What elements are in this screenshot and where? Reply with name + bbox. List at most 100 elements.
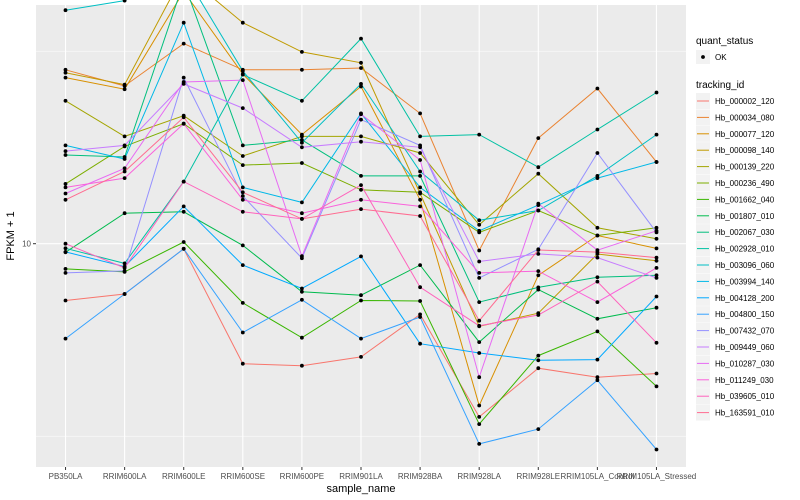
x-tick-label: RRIM928LA [457, 472, 501, 481]
data-point-Hb_039605_010-RRIM928BA [418, 285, 422, 290]
data-point-Hb_003994_140-RRIM600PE [300, 200, 304, 205]
data-point-Hb_003096_060-PB350LA [63, 8, 68, 13]
data-point-Hb_004800_150-RRIM600PE [300, 297, 304, 302]
data-point-Hb_003994_140-RRIM600SE [240, 185, 245, 190]
data-point-Hb_003096_060-RRIM901LA [359, 82, 363, 86]
legend-label-Hb_039605_010: Hb_039605_010 [715, 392, 775, 401]
data-point-Hb_000034_080-RRIM600LE [181, 41, 186, 46]
data-point-Hb_004128_200-RRIM901LA [359, 254, 363, 259]
data-point-Hb_000098_140-RRIM600PE [300, 50, 304, 54]
data-point-Hb_011249_030-RRIM105LA_Control [595, 300, 600, 304]
x-tick-label: RRIM600SE [221, 472, 265, 481]
data-point-Hb_000098_140-PB350LA [63, 70, 68, 75]
data-point-Hb_009449_060-RRIM600LA [122, 143, 127, 148]
legend-label-Hb_003096_060: Hb_003096_060 [715, 261, 775, 270]
points-layer [63, 0, 659, 452]
legend-label-Hb_000002_120: Hb_000002_120 [715, 97, 775, 106]
data-point-Hb_002067_030-PB350LA [63, 153, 68, 157]
data-point-Hb_163591_010-RRIM600PE [300, 217, 304, 221]
data-point-Hb_009449_060-RRIM600PE [300, 145, 304, 150]
data-point-Hb_000139_220-PB350LA [63, 98, 68, 103]
x-tick-label: RRIM901LA [339, 472, 383, 481]
data-point-Hb_001807_010-RRIM600SE [240, 243, 245, 248]
data-point-Hb_009449_060-RRIM600SE [240, 106, 245, 110]
data-point-Hb_002067_030-RRIM928BA [418, 174, 422, 178]
data-point-Hb_004128_200-RRIM928LA [477, 351, 482, 355]
legend-label-Hb_001807_010: Hb_001807_010 [715, 212, 775, 221]
data-point-Hb_000139_220-RRIM600PE [300, 134, 304, 139]
data-point-Hb_007432_070-RRIM600LE [181, 75, 186, 80]
data-point-Hb_002928_010-RRIM928BA [418, 134, 422, 139]
data-point-Hb_039605_010-RRIM901LA [359, 183, 363, 188]
data-point-Hb_004800_150-RRIM928BA [418, 315, 422, 319]
data-point-Hb_000002_120-RRIM600SE [240, 361, 245, 366]
data-point-Hb_004128_200-RRIM600SE [240, 263, 245, 267]
data-point-Hb_000002_120-RRIM928LA [477, 415, 482, 419]
x-tick-label: RRIM105LA_Stressed [617, 472, 697, 481]
legend-label-Hb_007432_070: Hb_007432_070 [715, 327, 775, 336]
data-point-Hb_000098_140-RRIM600LA [122, 82, 127, 87]
data-point-Hb_003096_060-RRIM600LA [122, 0, 127, 3]
data-point-Hb_003994_140-RRIM600LE [181, 20, 186, 25]
data-point-Hb_004128_200-RRIM600LE [181, 204, 186, 209]
data-point-Hb_003096_060-RRIM105LA_Stressed [654, 132, 659, 137]
data-point-Hb_011249_030-RRIM600LA [122, 176, 127, 181]
data-point-Hb_001662_040-RRIM928LA [477, 422, 482, 426]
data-point-Hb_011249_030-RRIM928LA [477, 271, 482, 275]
data-point-Hb_011249_030-RRIM928BA [418, 204, 422, 209]
data-point-Hb_000002_120-RRIM901LA [359, 355, 363, 359]
legend-label-Hb_000236_490: Hb_000236_490 [715, 179, 775, 188]
data-point-Hb_002928_010-RRIM901LA [359, 36, 363, 41]
legend-label-Hb_000034_080: Hb_000034_080 [715, 113, 775, 122]
data-point-Hb_000098_140-RRIM600SE [240, 20, 245, 25]
data-point-Hb_163591_010-RRIM600LA [122, 169, 127, 174]
data-point-Hb_007432_070-RRIM600LA [122, 269, 127, 273]
data-point-Hb_011249_030-RRIM600PE [300, 211, 304, 216]
data-point-Hb_000077_120-RRIM901LA [359, 84, 363, 89]
data-point-Hb_009449_060-RRIM928LE [536, 252, 541, 256]
data-point-Hb_004800_150-RRIM600SE [240, 330, 245, 335]
data-point-Hb_004800_150-RRIM928LA [477, 442, 482, 446]
legend-label-Hb_004800_150: Hb_004800_150 [715, 310, 775, 319]
data-point-Hb_002067_030-RRIM901LA [359, 174, 363, 178]
data-point-Hb_000236_490-RRIM600PE [300, 161, 304, 165]
data-point-Hb_001662_040-RRIM600PE [300, 335, 304, 340]
data-point-Hb_007432_070-PB350LA [63, 271, 68, 275]
data-point-Hb_000098_140-RRIM105LA_Stressed [654, 258, 659, 263]
data-point-Hb_002067_030-RRIM600SE [240, 143, 245, 148]
data-point-Hb_000077_120-RRIM928LE [536, 273, 541, 278]
data-point-Hb_000236_490-PB350LA [63, 182, 68, 186]
data-point-Hb_009449_060-RRIM901LA [359, 139, 363, 144]
legend-title-quant-status: quant_status [696, 36, 753, 47]
data-point-Hb_001807_010-RRIM105LA_Stressed [654, 305, 659, 310]
data-point-Hb_000034_080-RRIM928LA [477, 248, 482, 253]
data-point-Hb_039605_010-RRIM928LE [536, 313, 541, 317]
data-point-Hb_001662_040-RRIM600LE [181, 240, 186, 244]
data-point-Hb_039605_010-RRIM105LA_Control [595, 279, 600, 284]
data-point-Hb_010287_030-RRIM105LA_Stressed [654, 228, 659, 233]
legend-label-Hb_000077_120: Hb_000077_120 [715, 130, 775, 139]
legend-label-Hb_002928_010: Hb_002928_010 [715, 245, 775, 254]
data-point-Hb_163591_010-RRIM928LE [536, 248, 541, 252]
data-point-Hb_010287_030-RRIM928LA [477, 375, 482, 380]
legend-label-Hb_000098_140: Hb_000098_140 [715, 146, 775, 155]
data-point-Hb_000077_120-PB350LA [63, 75, 68, 80]
data-point-Hb_010287_030-RRIM600PE [300, 254, 304, 259]
data-point-Hb_000034_080-RRIM928BA [418, 111, 422, 116]
x-tick-label: PB350LA [49, 472, 83, 481]
data-point-Hb_000236_490-RRIM105LA_Control [595, 233, 600, 238]
data-point-Hb_163591_010-RRIM600SE [240, 190, 245, 195]
data-point-Hb_010287_030-RRIM928BA [418, 158, 422, 162]
y-axis-title: FPKM + 1 [5, 211, 17, 260]
x-axis: PB350LA RRIM600LA RRIM600LE RRIM600SE RRIM60… [49, 467, 697, 481]
data-point-Hb_003096_060-RRIM928BA [418, 169, 422, 174]
legend-key-point [701, 55, 705, 59]
y-axis: 10 [22, 240, 36, 249]
data-point-Hb_011249_030-RRIM928LE [536, 269, 541, 273]
legend-label-Hb_002067_030: Hb_002067_030 [715, 228, 775, 237]
data-point-Hb_002067_030-RRIM105LA_Stressed [654, 273, 659, 278]
data-point-Hb_011249_030-PB350LA [63, 185, 68, 190]
data-point-Hb_000077_120-RRIM928BA [418, 197, 422, 202]
data-point-Hb_009449_060-RRIM105LA_Control [595, 255, 600, 260]
data-point-Hb_000034_080-RRIM105LA_Control [595, 86, 600, 91]
